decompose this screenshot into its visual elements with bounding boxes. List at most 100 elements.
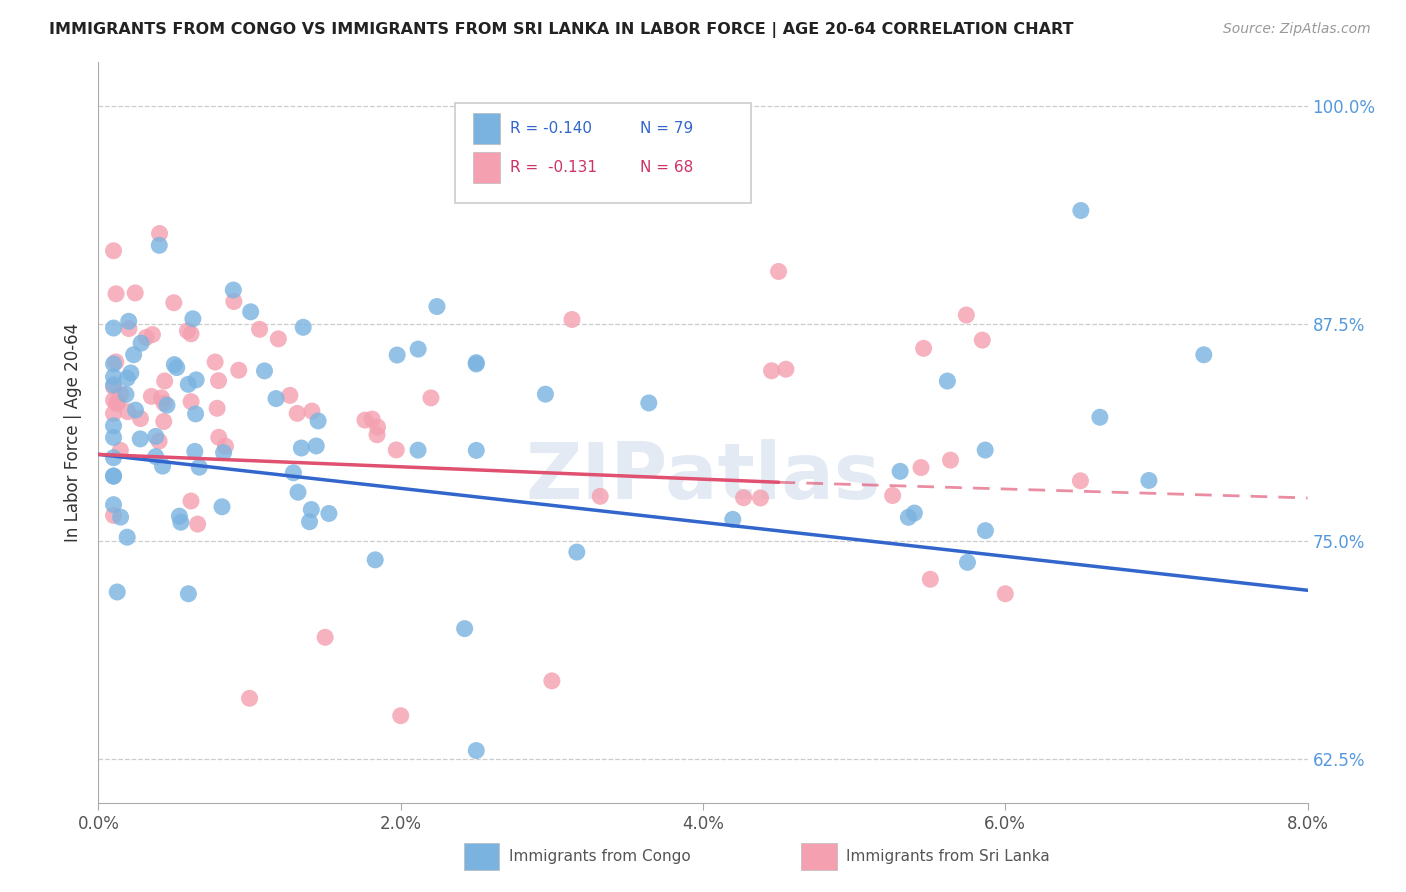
Point [292,320,315,334]
Point [186,373,208,387]
Point [361,412,384,426]
Point [354,413,377,427]
Point [385,348,408,362]
Text: N = 79: N = 79 [640,120,693,136]
Point [212,445,235,459]
Point [180,494,202,508]
Point [910,460,932,475]
Point [974,443,997,458]
Point [565,545,588,559]
Point [156,398,179,412]
Point [145,450,167,464]
Point [994,587,1017,601]
Point [104,355,127,369]
Point [107,395,129,409]
Point [150,391,173,405]
Point [103,498,125,512]
Point [184,444,207,458]
Point [103,369,125,384]
Point [135,330,157,344]
Point [253,364,276,378]
Point [207,374,229,388]
Point [955,308,977,322]
Point [211,500,233,514]
Point [561,312,583,326]
Point [129,336,152,351]
Text: Immigrants from Congo: Immigrants from Congo [509,849,690,863]
Point [974,524,997,538]
Point [721,512,744,526]
Point [177,377,200,392]
Point [118,314,141,328]
Point [287,485,309,500]
Point [768,264,790,278]
Point [152,459,174,474]
Point [314,630,336,644]
Point [208,430,231,444]
Y-axis label: In Labor Force | Age 20-64: In Labor Force | Age 20-64 [65,323,83,542]
Point [115,387,138,401]
Point [299,502,322,516]
Point [184,407,207,421]
Point [775,362,797,376]
Point [103,418,125,433]
FancyBboxPatch shape [456,103,751,203]
Point [153,374,176,388]
Point [177,587,200,601]
Point [406,443,429,458]
Point [222,283,245,297]
Point [105,585,128,599]
Point [141,327,163,342]
Point [465,743,488,757]
Point [1069,474,1091,488]
Point [1088,410,1111,425]
Text: IMMIGRANTS FROM CONGO VS IMMIGRANTS FROM SRI LANKA IN LABOR FORCE | AGE 20-64 CO: IMMIGRANTS FROM CONGO VS IMMIGRANTS FROM… [49,22,1074,38]
Point [903,506,925,520]
Point [1137,474,1160,488]
Point [110,443,132,458]
Point [117,371,139,385]
Point [170,515,193,529]
Point [637,396,659,410]
Text: ZIPatlas: ZIPatlas [526,439,880,515]
Point [426,300,449,314]
Point [105,286,128,301]
Point [188,460,211,475]
Point [148,227,170,241]
Point [103,469,125,483]
Text: Source: ZipAtlas.com: Source: ZipAtlas.com [1223,22,1371,37]
Point [406,342,429,356]
Point [385,442,408,457]
Point [105,397,128,411]
Point [956,555,979,569]
Point [204,355,226,369]
Point [103,244,125,258]
Point [176,324,198,338]
Point [180,394,202,409]
Point [103,450,125,465]
Point [367,420,389,434]
Point [239,305,262,319]
Point [420,391,443,405]
Point [103,393,125,408]
Point [166,360,188,375]
Point [117,404,139,418]
Point [148,434,170,449]
Point [118,321,141,335]
Text: R =  -0.131: R = -0.131 [509,160,596,175]
Point [163,295,186,310]
Point [278,388,301,402]
Point [733,491,755,505]
Point [103,469,125,483]
Point [534,387,557,401]
Point [301,404,323,418]
Point [152,415,174,429]
Point [148,238,170,252]
Point [214,439,236,453]
Point [540,673,562,688]
Point [761,364,783,378]
Point [103,407,125,421]
Point [169,509,191,524]
Point [239,691,262,706]
Point [1070,203,1092,218]
